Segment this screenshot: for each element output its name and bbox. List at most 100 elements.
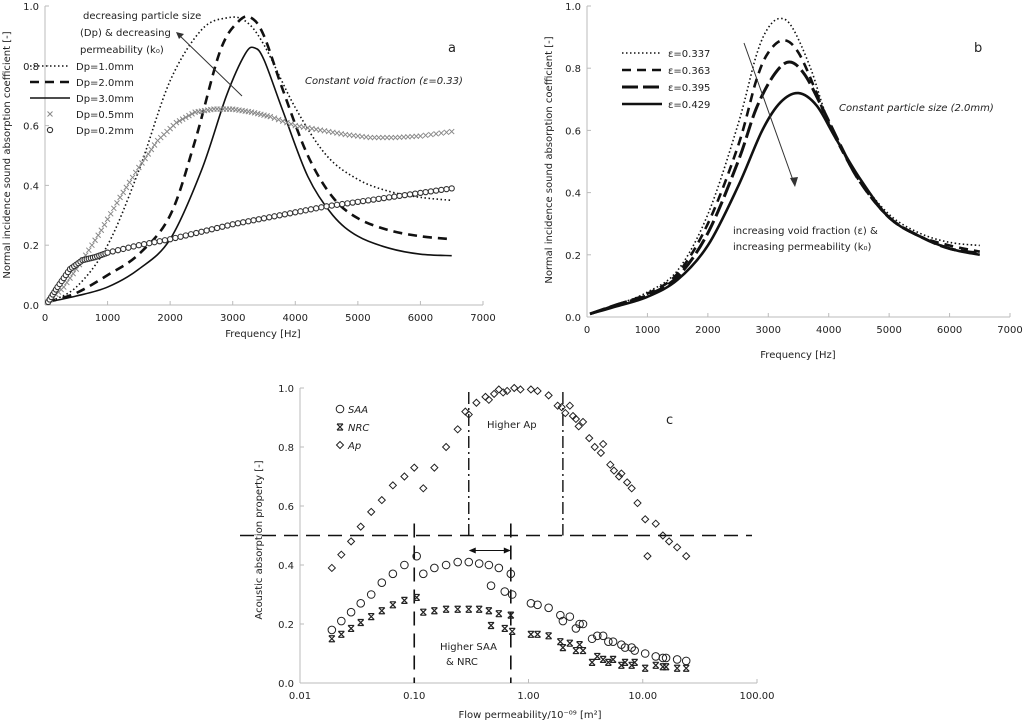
data-point	[208, 226, 216, 233]
data-point-SAA	[430, 563, 439, 573]
data-point-Ap	[327, 563, 337, 573]
x-tick-label: 5000	[876, 325, 901, 336]
data-point	[266, 214, 273, 221]
chart-a-legend: Dp=1.0mm Dp=2.0mm Dp=3.0mm Dp=0.5mm Dp=0.2mm	[30, 62, 134, 137]
data-point	[433, 130, 439, 137]
legend-label: ε=0.337	[668, 49, 710, 60]
data-point-SAA	[658, 653, 668, 663]
data-point-SAA	[651, 652, 661, 661]
data-point-SAA	[627, 643, 636, 652]
data-point-SAA	[453, 557, 462, 567]
data-point-Ap	[596, 448, 606, 458]
data-point	[130, 243, 137, 250]
data-point-NRC	[534, 630, 541, 638]
data-point-NRC	[559, 644, 567, 652]
data-point-Ap	[643, 551, 652, 561]
chart-a-annotation-constant: Constant void fraction (ε=0.33)	[305, 76, 463, 87]
data-point-NRC	[400, 596, 408, 604]
data-point-Ap	[464, 410, 473, 419]
data-point	[371, 134, 378, 141]
data-point	[219, 223, 226, 230]
y-tick-label: 0.4	[565, 189, 581, 200]
chart-b: 0 1000 2000 3000 4000 5000 6000 7000 0.0 0.2 0.4 0.…	[544, 2, 1023, 361]
data-point	[123, 184, 130, 191]
data-point-SAA	[400, 560, 409, 570]
data-point	[125, 244, 132, 251]
data-point-Ap	[377, 495, 387, 505]
x-tick-label: 2000	[695, 325, 720, 336]
data-point-Ap	[574, 422, 583, 431]
data-point-SAA	[672, 655, 682, 664]
legend-swatch	[47, 111, 53, 117]
data-point-Ap	[614, 472, 624, 481]
data-point-NRC	[604, 658, 612, 666]
data-point-SAA	[486, 581, 496, 590]
data-point	[388, 134, 395, 141]
data-point-Ap	[627, 484, 636, 493]
legend-label: Dp=0.2mm	[76, 126, 134, 137]
x-tick-label: 7000	[997, 325, 1022, 336]
data-point	[186, 112, 192, 119]
data-point-NRC	[495, 610, 503, 618]
data-point-Ap	[526, 385, 536, 394]
y-tick-label: 1.0	[565, 2, 581, 13]
data-point-SAA	[681, 656, 691, 666]
x-tick-label: 4000	[283, 313, 308, 324]
data-point	[396, 192, 403, 200]
data-point-NRC	[593, 652, 601, 661]
series-line-0.363	[589, 38, 981, 316]
data-point	[173, 119, 180, 126]
legend-swatch	[336, 423, 344, 431]
data-point	[142, 155, 148, 162]
legend-label: Dp=2.0mm	[76, 78, 134, 89]
data-point-Ap	[598, 439, 608, 449]
data-point	[229, 221, 236, 228]
data-point	[318, 204, 325, 211]
data-point-SAA	[558, 616, 568, 626]
data-point	[438, 186, 445, 194]
data-point-NRC	[682, 664, 690, 672]
chart-b-arrowhead	[790, 177, 798, 187]
legend-label: Ap	[347, 441, 361, 452]
data-point-NRC	[454, 605, 462, 613]
data-point-SAA	[474, 559, 484, 568]
chart-c-panel-label: c	[666, 413, 673, 428]
series-line-Dp3.0mm	[47, 46, 452, 303]
data-point-SAA	[620, 643, 630, 652]
data-point-NRC	[347, 624, 355, 633]
data-point-NRC	[507, 611, 515, 619]
y-tick-label: 0.4	[278, 561, 294, 572]
data-point	[161, 237, 169, 244]
data-point-Ap	[553, 401, 562, 410]
data-point-NRC	[419, 608, 427, 616]
data-point-SAA	[388, 569, 398, 579]
data-point-NRC	[413, 593, 421, 602]
data-point	[380, 134, 386, 141]
data-point-Ap	[571, 414, 581, 424]
data-point-SAA	[366, 590, 376, 599]
data-point	[432, 187, 440, 194]
data-point-NRC	[652, 661, 660, 669]
data-point	[109, 248, 116, 255]
y-tick-label: 0.6	[278, 502, 294, 513]
data-point-Ap	[609, 466, 619, 475]
data-point	[193, 229, 200, 237]
chart-b-series	[589, 17, 981, 316]
x-tick-label: 0	[584, 325, 590, 336]
data-point-Ap	[388, 481, 398, 490]
data-point-Ap	[590, 442, 599, 452]
data-point	[70, 270, 77, 277]
data-point-NRC	[617, 661, 625, 669]
data-point-SAA	[507, 590, 517, 599]
data-point-Ap	[640, 515, 650, 524]
data-point-NRC	[430, 607, 438, 615]
data-point	[288, 121, 294, 127]
data-point-SAA	[533, 600, 542, 610]
data-point	[135, 242, 143, 249]
data-point-NRC	[673, 664, 681, 672]
chart-c-series	[327, 383, 691, 672]
data-point	[213, 224, 221, 232]
x-tick-label: 100.00	[740, 691, 775, 702]
data-point	[187, 231, 195, 238]
